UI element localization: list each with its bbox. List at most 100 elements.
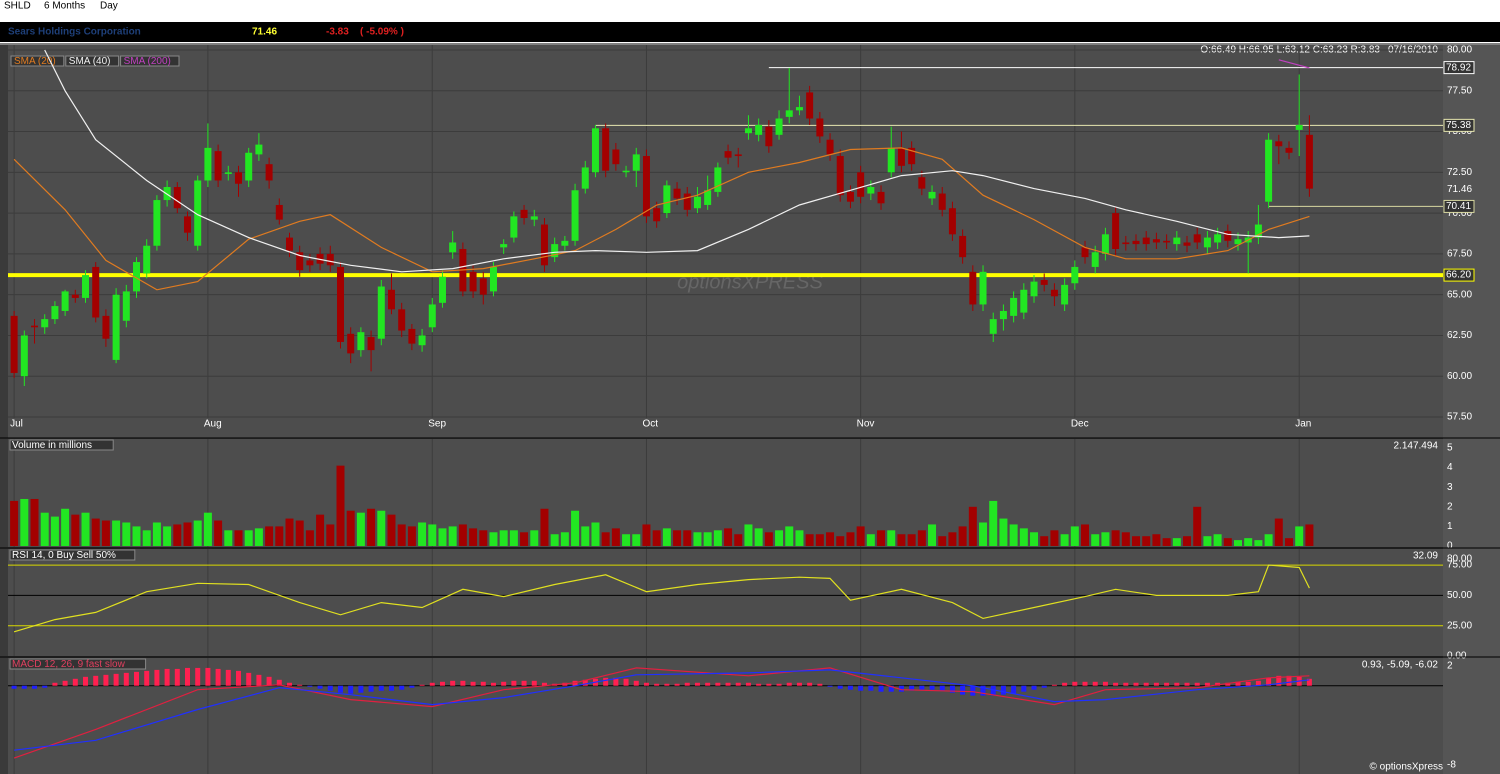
volume-bar bbox=[1183, 536, 1192, 546]
y-tick-label: 3 bbox=[1447, 482, 1453, 493]
volume-bar bbox=[673, 530, 682, 546]
macd-bar bbox=[429, 682, 435, 686]
macd-bar bbox=[256, 674, 262, 686]
candle-body bbox=[1010, 297, 1018, 316]
macd-bar bbox=[1164, 682, 1170, 686]
symbol[interactable]: SHLD bbox=[4, 1, 31, 12]
price-level-label: 78.92 bbox=[1446, 62, 1471, 73]
candle-body bbox=[581, 167, 589, 189]
y-tick-label: 57.50 bbox=[1447, 412, 1472, 423]
macd-bar bbox=[409, 685, 415, 688]
rsi-panel bbox=[8, 549, 1443, 656]
candle-body bbox=[1091, 252, 1099, 267]
x-tick-label: Jan bbox=[1295, 419, 1311, 430]
volume-bar bbox=[1274, 518, 1283, 546]
macd-bar bbox=[337, 685, 343, 693]
macd-bar bbox=[1041, 685, 1047, 688]
volume-bar bbox=[713, 530, 722, 546]
price-level-box bbox=[1443, 199, 1475, 213]
candle-body bbox=[347, 333, 355, 354]
volume-bar bbox=[1091, 534, 1100, 546]
volume-bar bbox=[469, 528, 478, 546]
last-price-label: 71.46 bbox=[1447, 184, 1472, 195]
volume-bar bbox=[897, 534, 906, 546]
volume-bar bbox=[1234, 540, 1242, 546]
macd-bar bbox=[215, 668, 221, 686]
volume-bar bbox=[346, 510, 355, 546]
x-tick-label: Aug bbox=[204, 419, 222, 430]
candle-body bbox=[71, 294, 79, 298]
volume-bar bbox=[1009, 524, 1018, 546]
volume-bar bbox=[40, 512, 49, 546]
period[interactable]: 6 Months bbox=[44, 1, 85, 12]
candle-body bbox=[1061, 284, 1069, 305]
interval[interactable]: Day bbox=[100, 1, 118, 12]
macd-bar bbox=[960, 685, 966, 695]
macd-bar bbox=[837, 685, 843, 689]
macd-bar bbox=[623, 678, 629, 686]
candle-body bbox=[1081, 247, 1089, 258]
volume-bar bbox=[611, 528, 620, 546]
panel-title-box bbox=[9, 549, 136, 561]
macd-bar bbox=[1062, 682, 1068, 686]
macd-bar bbox=[1011, 685, 1017, 694]
candle-body bbox=[724, 151, 732, 158]
x-tick-label: Oct bbox=[642, 419, 658, 430]
macd-bar bbox=[715, 682, 721, 686]
macd-bar bbox=[664, 683, 670, 686]
price-level-box bbox=[1443, 268, 1475, 282]
candle-body bbox=[112, 294, 120, 360]
macd-bar bbox=[93, 675, 99, 686]
macd-bar bbox=[1102, 681, 1108, 686]
candle-body bbox=[887, 147, 895, 173]
y-tick-label: 60.00 bbox=[1447, 371, 1472, 382]
macd-bar bbox=[1235, 681, 1241, 686]
macd-bar bbox=[654, 683, 660, 686]
y-tick-label: 4 bbox=[1447, 462, 1453, 473]
candle-body bbox=[785, 110, 793, 117]
candle-body bbox=[714, 167, 722, 192]
macd-bar bbox=[1021, 685, 1027, 692]
macd-bar bbox=[868, 685, 874, 691]
volume-bar bbox=[968, 506, 977, 546]
volume-bar bbox=[734, 534, 743, 546]
macd-bar bbox=[154, 669, 160, 686]
volume-bar bbox=[193, 520, 202, 546]
macd-bar bbox=[174, 668, 180, 686]
macd-bar bbox=[419, 684, 425, 686]
volume-bar bbox=[1081, 524, 1090, 546]
candle-body bbox=[1183, 242, 1191, 246]
toolbar bbox=[0, 0, 1500, 22]
volume-bar bbox=[254, 528, 263, 546]
macd-bar bbox=[888, 685, 894, 692]
candle-body bbox=[775, 118, 783, 135]
y-tick-label: 67.50 bbox=[1447, 249, 1472, 260]
macd-bar bbox=[450, 680, 456, 686]
candle-body bbox=[1193, 234, 1201, 243]
price-level-label: 70.41 bbox=[1446, 201, 1471, 212]
candle-body bbox=[1214, 234, 1222, 243]
macd-bar bbox=[11, 685, 17, 689]
volume-bar bbox=[265, 526, 274, 546]
candle-body bbox=[1030, 281, 1038, 297]
volume-bar bbox=[397, 524, 406, 546]
candle-body bbox=[194, 180, 202, 246]
volume-bar bbox=[285, 518, 294, 546]
macd-bar bbox=[439, 681, 445, 686]
macd-line bbox=[13, 667, 1310, 759]
volume-bar bbox=[112, 520, 121, 546]
macd-bar bbox=[1000, 685, 1006, 695]
macd-bar bbox=[1184, 682, 1190, 686]
price-level-box bbox=[1443, 61, 1475, 75]
volume-bar bbox=[1030, 532, 1039, 546]
volume-bar bbox=[152, 522, 161, 546]
macd-bar bbox=[83, 676, 89, 686]
macd-bar bbox=[796, 682, 802, 686]
candle-body bbox=[673, 188, 681, 199]
candle-body bbox=[1112, 213, 1120, 249]
panel-title: RSI 14, 0 Buy Sell 50% bbox=[12, 550, 116, 561]
macd-bar bbox=[185, 667, 191, 686]
macd-bar bbox=[633, 680, 639, 686]
volume-bar bbox=[91, 518, 100, 546]
macd-bar bbox=[388, 685, 394, 691]
